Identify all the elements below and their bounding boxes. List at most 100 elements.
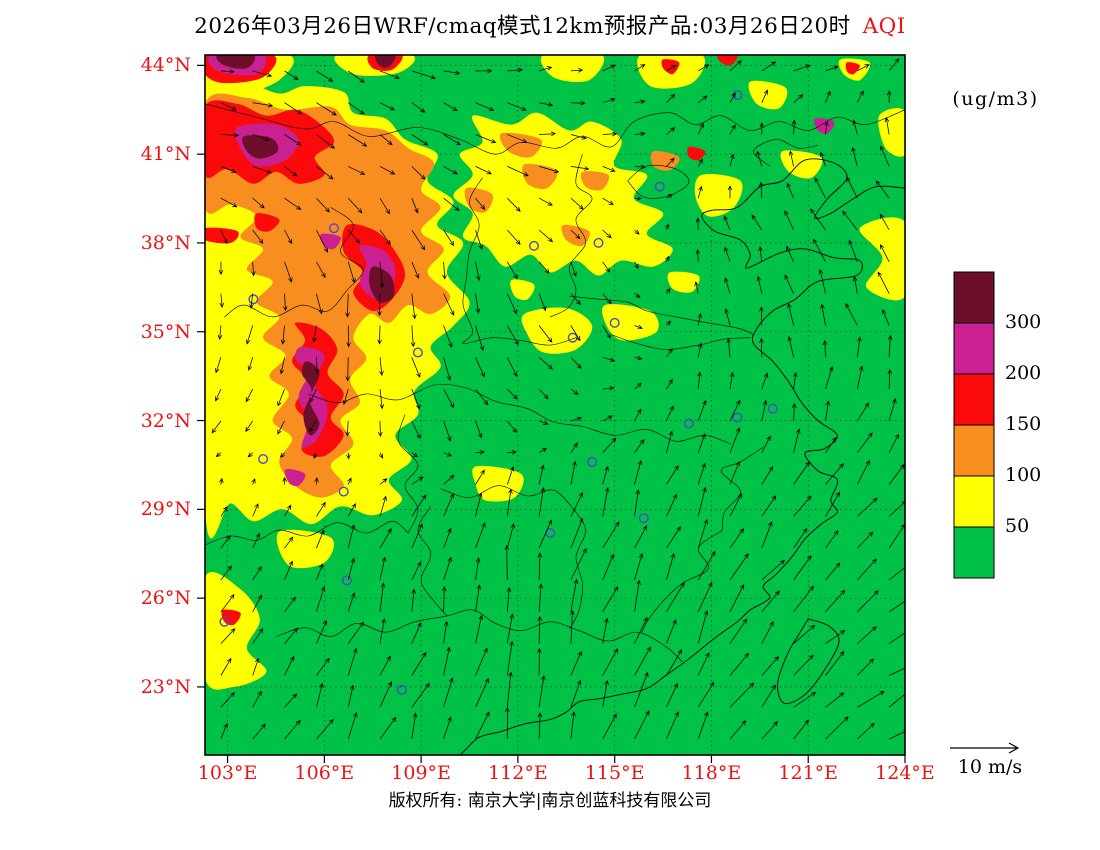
city-marker <box>248 294 259 305</box>
aqi-region-red <box>687 146 706 161</box>
forecast-map <box>197 54 906 763</box>
lat-tick-label: 32°N <box>140 409 191 432</box>
legend-value: 150 <box>1005 413 1041 435</box>
aqi-region-yellow <box>694 174 743 217</box>
wind-vector-field <box>211 58 905 740</box>
aqi-region-magenta <box>320 233 341 250</box>
aqi-region-orange <box>464 187 494 213</box>
city-marker <box>219 616 230 627</box>
copyright: 版权所有: 南京大学|南京创蓝科技有限公司 <box>388 791 712 811</box>
city-marker <box>683 418 694 429</box>
province-boundary <box>627 164 690 199</box>
lon-tick-label: 109°E <box>391 762 451 784</box>
province-boundary <box>462 177 577 346</box>
lat-tick-label: 23°N <box>140 675 191 698</box>
province-boundary <box>308 383 731 445</box>
legend-value: 300 <box>1005 311 1041 333</box>
lon-tick-label: 124°E <box>875 762 935 784</box>
legend-value: 200 <box>1005 362 1041 384</box>
aqi-fill-regions <box>205 55 905 690</box>
legend-cell <box>953 271 995 324</box>
aqi-region-red <box>221 609 241 626</box>
city-marker <box>567 332 578 343</box>
lon-tick-label: 112°E <box>488 762 548 784</box>
province-boundary <box>569 507 586 630</box>
province-boundary <box>205 520 409 546</box>
aqi-region-red <box>254 213 280 232</box>
legend-colorbar: 300 200 150 100 50 <box>953 271 1041 579</box>
lon-tick-label: 106°E <box>294 762 355 784</box>
aqi-region-magenta <box>284 469 306 487</box>
aqi-region-maroon <box>375 55 396 68</box>
aqi-region-maroon <box>242 135 279 159</box>
legend-cell <box>953 526 995 579</box>
legend-cell <box>953 373 995 426</box>
aqi-region-magenta <box>813 118 835 134</box>
wind-scale-arrow-glyph <box>950 742 1020 754</box>
province-boundary <box>440 485 573 509</box>
city-marker <box>654 181 665 192</box>
legend-cell <box>953 322 995 375</box>
lat-tick-label: 38°N <box>140 231 191 254</box>
legend-value: 100 <box>1005 464 1041 486</box>
aqi-region-red <box>845 62 860 75</box>
city-marker <box>638 513 649 524</box>
aqi-region-orange <box>561 224 590 247</box>
lat-tick-label: 44°N <box>140 54 191 77</box>
map-border <box>204 54 906 756</box>
aqi-region-red <box>716 55 738 66</box>
aqi-region-orange <box>522 163 558 189</box>
aqi-region-orange <box>650 150 680 171</box>
aqi-region-orange <box>580 171 610 191</box>
city-marker <box>587 457 598 468</box>
aqi-region-magenta <box>295 346 328 449</box>
title-species: AQI <box>862 14 906 39</box>
aqi-region-yellow <box>878 108 905 157</box>
legend-value: 50 <box>1005 515 1029 537</box>
province-boundary <box>611 334 751 350</box>
city-marker <box>412 347 423 358</box>
aqi-region-red <box>205 227 239 244</box>
lon-tick-label: 118°E <box>681 762 742 784</box>
aqi-region-maroon <box>301 361 320 436</box>
city-marker <box>258 454 269 465</box>
province-boundary <box>275 609 683 663</box>
city-marker <box>593 237 604 248</box>
legend-unit-label: (ug/m3) <box>952 88 1039 110</box>
axis-ticks <box>197 64 906 763</box>
wind-scale-arrow <box>950 742 1020 754</box>
province-boundary <box>753 139 818 167</box>
province-boundary <box>224 207 364 318</box>
lat-tick-label: 29°N <box>140 498 191 521</box>
aqi-region-yellow <box>780 150 823 179</box>
aqi-region-yellow <box>510 279 535 301</box>
aqi-region-yellow <box>540 55 605 82</box>
province-boundary <box>720 446 764 531</box>
lon-tick-label: 121°E <box>778 762 839 784</box>
aqi-region-yellow <box>601 304 659 341</box>
lat-tick-label: 41°N <box>140 143 191 166</box>
lon-tick-label: 115°E <box>584 762 645 784</box>
province-boundary <box>417 506 448 617</box>
aqi-region-maroon <box>216 55 256 69</box>
aqi-region-yellow <box>748 80 788 110</box>
coastline <box>459 158 905 755</box>
city-marker <box>328 223 339 234</box>
city-marker <box>338 486 349 497</box>
title-text: 2026年03月26日WRF/cmaq模式12km预报产品:03月26日20时 <box>194 14 851 39</box>
province-boundary <box>550 154 593 318</box>
city-marker <box>529 240 540 251</box>
legend-cell <box>953 424 995 477</box>
aqi-region-yellow <box>667 271 700 293</box>
aqi-region-orange <box>205 93 451 498</box>
page-title: 2026年03月26日WRF/cmaq模式12km预报产品:03月26日20时 A… <box>0 9 1100 40</box>
province-boundary <box>397 414 419 534</box>
city-marker <box>341 575 352 586</box>
city-marker <box>609 317 620 328</box>
wind-vectors <box>211 58 905 740</box>
city-marker <box>396 684 407 695</box>
city-marker <box>767 403 778 414</box>
lat-tick-label: 35°N <box>140 320 191 343</box>
aqi-region-yellow <box>859 217 905 301</box>
